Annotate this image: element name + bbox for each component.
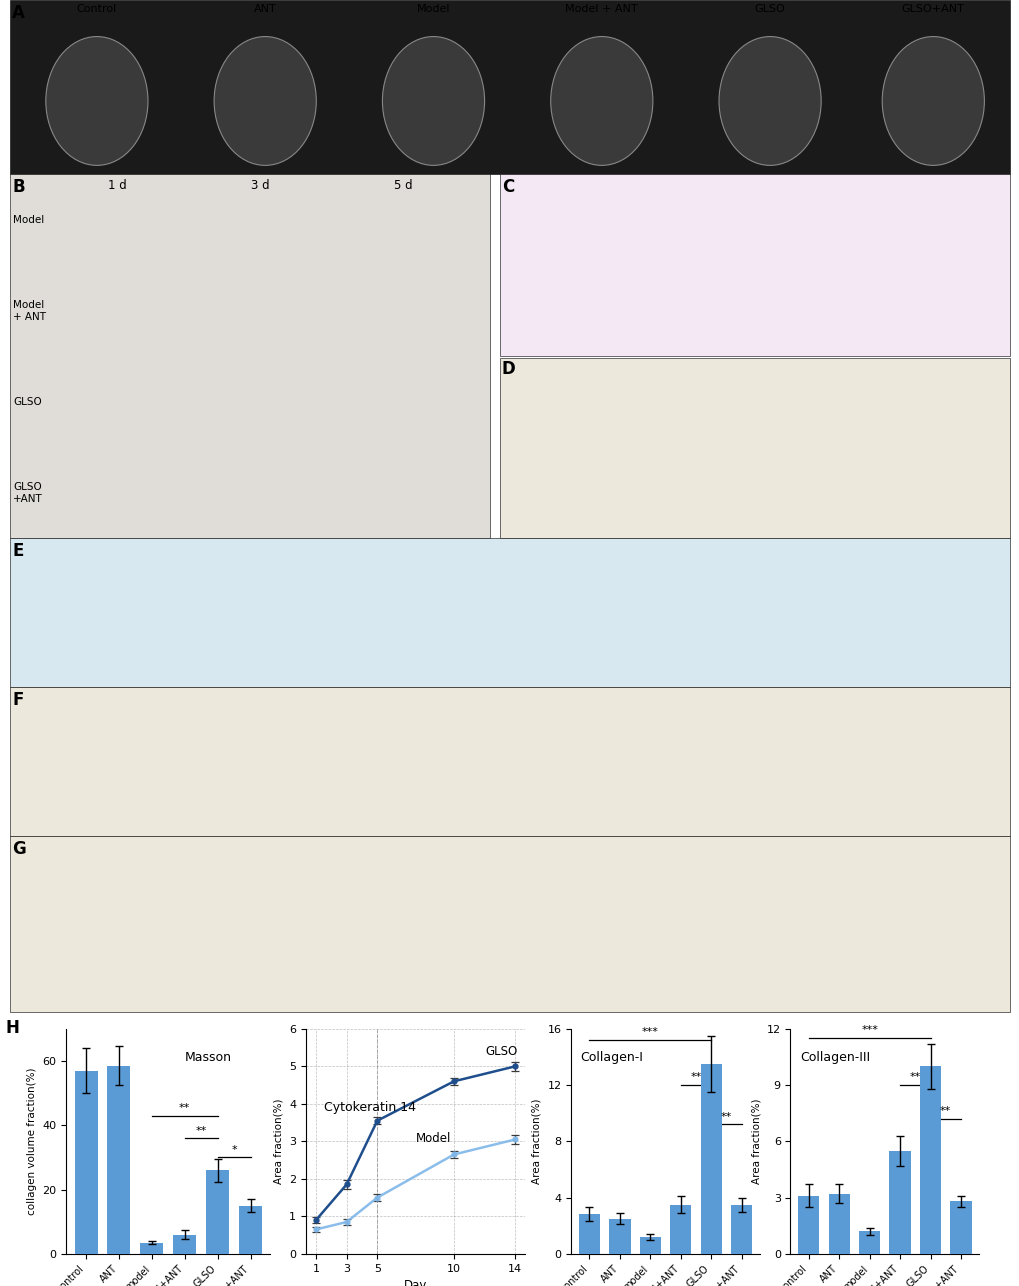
Bar [173,1235,196,1254]
Bar [827,1193,849,1254]
Bar [731,1205,752,1254]
Text: Model + ANT: Model + ANT [565,4,638,14]
Bar [238,1206,262,1254]
Text: E: E [12,543,23,561]
Text: 5 d: 5 d [393,179,412,192]
Text: C: C [501,177,514,195]
Bar [608,1219,630,1254]
Text: GLSO+ANT: GLSO+ANT [901,4,964,14]
Text: D: D [501,360,515,378]
Bar [74,1070,98,1254]
Bar [889,1151,910,1254]
Text: GLSO: GLSO [485,1044,518,1057]
Bar [639,1237,660,1254]
Text: Model: Model [13,215,45,225]
Y-axis label: Area fraction(%): Area fraction(%) [273,1098,283,1184]
Bar [206,1170,229,1254]
Text: Control: Control [76,4,117,14]
Text: A: A [12,4,25,22]
Bar [858,1232,879,1254]
Text: **: ** [179,1103,191,1114]
Bar [141,1242,163,1254]
Bar [919,1066,941,1254]
Text: Model: Model [417,4,449,14]
Text: **: ** [690,1073,701,1083]
Text: B: B [12,177,24,195]
Text: Model: Model [416,1133,450,1146]
Text: F: F [12,691,23,709]
Text: H: H [5,1019,19,1037]
Text: **: ** [196,1125,207,1136]
Bar [797,1196,818,1254]
Bar [950,1201,971,1254]
Text: ***: *** [641,1028,658,1038]
Text: ANT: ANT [254,4,276,14]
Y-axis label: Area fraction(%): Area fraction(%) [750,1098,760,1184]
Text: Collagen-I: Collagen-I [580,1052,643,1065]
Text: Cytokeratin 14: Cytokeratin 14 [323,1101,415,1114]
Text: ***: *** [860,1025,877,1035]
Text: GLSO
+ANT: GLSO +ANT [13,482,43,504]
Bar [700,1064,721,1254]
Text: 1 d: 1 d [108,179,126,192]
Text: Collagen-III: Collagen-III [799,1052,869,1065]
Text: 3 d: 3 d [251,179,269,192]
Text: Masson: Masson [184,1052,231,1065]
Y-axis label: Area fraction(%): Area fraction(%) [531,1098,541,1184]
Text: **: ** [940,1106,951,1116]
Bar [107,1066,130,1254]
Text: G: G [12,840,25,858]
Text: GLSO: GLSO [754,4,785,14]
Bar [578,1214,599,1254]
X-axis label: Day: Day [404,1280,427,1286]
Text: GLSO: GLSO [13,397,42,406]
Bar [669,1205,691,1254]
Text: Model
+ ANT: Model + ANT [13,300,46,322]
Text: *: * [231,1145,236,1155]
Y-axis label: collagen volume fraction(%): collagen volume fraction(%) [26,1067,37,1215]
Text: **: ** [909,1073,920,1083]
Text: **: ** [720,1111,732,1121]
